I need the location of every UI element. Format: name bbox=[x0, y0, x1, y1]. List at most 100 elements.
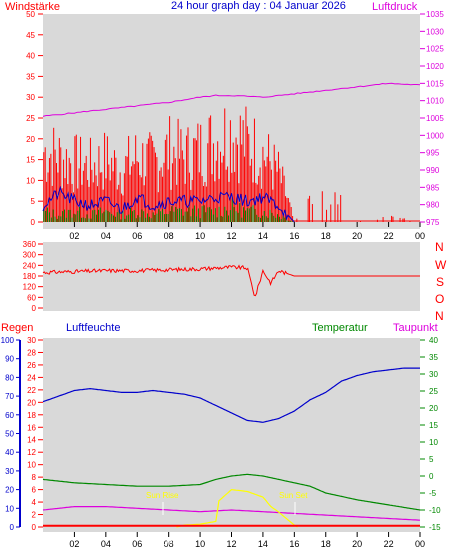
bottom-x-tick-label: 22 bbox=[384, 539, 394, 549]
red-axis-tick-label: 10 bbox=[27, 461, 36, 470]
dir-tick-label: 240 bbox=[23, 261, 37, 270]
top-left-tick-label: 15 bbox=[26, 156, 35, 165]
dir-label-s: S bbox=[436, 275, 444, 289]
green-axis-tick-label: 20 bbox=[429, 404, 438, 413]
top-left-tick-label: 30 bbox=[26, 93, 35, 102]
top-right-tick-label: 1030 bbox=[426, 27, 444, 36]
temperatur-label: Temperatur bbox=[312, 322, 368, 334]
bottom-plot-area bbox=[43, 338, 420, 532]
red-axis-tick-label: 8 bbox=[32, 473, 37, 482]
blue-axis-tick-label: 20 bbox=[5, 486, 14, 495]
green-axis-tick-label: 10 bbox=[429, 438, 438, 447]
top-panel-graphics: 02 04 06 08 10 12 14 16 18 20 22 000510152025303540… bbox=[26, 10, 444, 241]
top-right-tick-label: 1005 bbox=[426, 114, 444, 123]
sun-set-label: Sun Set bbox=[279, 491, 308, 500]
humidity-line bbox=[42, 367, 420, 423]
green-axis-tick-label: 35 bbox=[429, 353, 438, 362]
green-axis-tick-label: 25 bbox=[429, 387, 438, 396]
dir-tick-label: 60 bbox=[27, 293, 36, 302]
top-right-tick-label: 1000 bbox=[426, 131, 444, 140]
taupunkt-label: Taupunkt bbox=[393, 322, 438, 334]
bottom-x-tick-label: 08 bbox=[164, 539, 174, 549]
red-axis-tick-label: 26 bbox=[27, 361, 36, 370]
dir-tick-label: 180 bbox=[23, 272, 37, 281]
top-right-tick-label: 1025 bbox=[426, 45, 444, 54]
top-left-tick-label: 25 bbox=[26, 114, 35, 123]
blue-axis-tick-label: 10 bbox=[5, 504, 14, 513]
bottom-x-tick-label: 10 bbox=[195, 539, 205, 549]
bottom-x-tick-label: 04 bbox=[101, 539, 111, 549]
green-axis-tick-label: 30 bbox=[429, 370, 438, 379]
red-axis-tick-label: 4 bbox=[32, 498, 37, 507]
red-axis-tick-label: 18 bbox=[27, 411, 36, 420]
wind-average-line bbox=[42, 185, 295, 223]
green-axis-tick-label: 40 bbox=[429, 336, 438, 345]
bottom-x-tick-label: 02 bbox=[69, 539, 79, 549]
dir-tick-label: 120 bbox=[23, 283, 37, 292]
red-axis-tick-label: 6 bbox=[32, 486, 37, 495]
blue-axis-tick-label: 0 bbox=[10, 523, 15, 532]
dir-label-n2: N bbox=[435, 309, 444, 323]
top-x-tick-label: 06 bbox=[132, 231, 142, 241]
top-right-tick-label: 975 bbox=[426, 218, 440, 227]
top-right-tick-label: 1020 bbox=[426, 62, 444, 71]
bottom-x-tick-label: 14 bbox=[258, 539, 268, 549]
top-right-tick-label: 985 bbox=[426, 183, 440, 192]
blue-axis-tick-label: 40 bbox=[5, 448, 14, 457]
dir-label-n1: N bbox=[435, 240, 444, 254]
dir-label-o: O bbox=[435, 292, 444, 306]
top-x-tick-label: 16 bbox=[289, 231, 299, 241]
wind-direction-line bbox=[42, 264, 420, 297]
red-axis-tick-label: 2 bbox=[32, 511, 37, 520]
red-axis-tick-label: 22 bbox=[27, 386, 36, 395]
blue-axis-tick-label: 60 bbox=[5, 411, 14, 420]
blue-axis-tick-label: 80 bbox=[5, 373, 14, 382]
blue-axis-tick-label: 100 bbox=[1, 336, 15, 345]
dewpoint-line bbox=[42, 506, 421, 521]
green-axis-tick-label: 0 bbox=[429, 472, 434, 481]
red-axis-tick-label: 30 bbox=[27, 336, 36, 345]
bottom-x-tick-label: 16 bbox=[289, 539, 299, 549]
top-right-tick-label: 980 bbox=[426, 201, 440, 210]
green-axis-tick-label: -10 bbox=[429, 506, 441, 515]
top-x-tick-label: 14 bbox=[258, 231, 268, 241]
top-x-tick-label: 22 bbox=[384, 231, 394, 241]
dir-label-w: W bbox=[435, 258, 447, 272]
top-left-tick-label: 50 bbox=[26, 10, 35, 19]
top-left-tick-label: 45 bbox=[26, 31, 35, 40]
top-right-tick-label: 1010 bbox=[426, 97, 444, 106]
top-x-tick-label: 12 bbox=[226, 231, 236, 241]
bottom-x-tick-label: 18 bbox=[321, 539, 331, 549]
red-axis-tick-label: 14 bbox=[27, 436, 36, 445]
page-title: 24 hour graph day : 04 Januar 2026 bbox=[171, 0, 346, 12]
windstaerke-label: Windstärke bbox=[5, 1, 60, 13]
top-x-tick-label: 10 bbox=[195, 231, 205, 241]
top-left-tick-label: 20 bbox=[26, 135, 35, 144]
green-axis-tick-label: 15 bbox=[429, 421, 438, 430]
pressure-line bbox=[42, 82, 421, 117]
top-left-tick-label: 5 bbox=[31, 197, 36, 206]
regen-label: Regen bbox=[1, 322, 33, 334]
red-axis-tick-label: 24 bbox=[27, 373, 36, 382]
top-left-tick-label: 35 bbox=[26, 72, 35, 81]
luftfeuchte-label: Luftfeuchte bbox=[66, 322, 120, 334]
top-right-tick-label: 990 bbox=[426, 166, 440, 175]
blue-axis-tick-label: 50 bbox=[5, 430, 14, 439]
top-right-tick-label: 1015 bbox=[426, 79, 444, 88]
red-axis-tick-label: 12 bbox=[27, 448, 36, 457]
top-left-tick-label: 0 bbox=[31, 218, 36, 227]
top-right-tick-label: 1035 bbox=[426, 10, 444, 19]
sun-dec-label: Sun Dec bbox=[146, 538, 177, 547]
blue-axis-tick-label: 70 bbox=[5, 392, 14, 401]
top-x-tick-label: 04 bbox=[101, 231, 111, 241]
top-x-tick-label: 00 bbox=[415, 231, 425, 241]
dir-tick-label: 300 bbox=[23, 251, 37, 260]
blue-axis-tick-label: 30 bbox=[5, 467, 14, 476]
sun-rise-label: Sun Rise bbox=[146, 491, 179, 500]
top-x-tick-label: 20 bbox=[352, 231, 362, 241]
dir-tick-label: 0 bbox=[32, 304, 37, 313]
dir-tick-label: 360 bbox=[23, 240, 37, 249]
